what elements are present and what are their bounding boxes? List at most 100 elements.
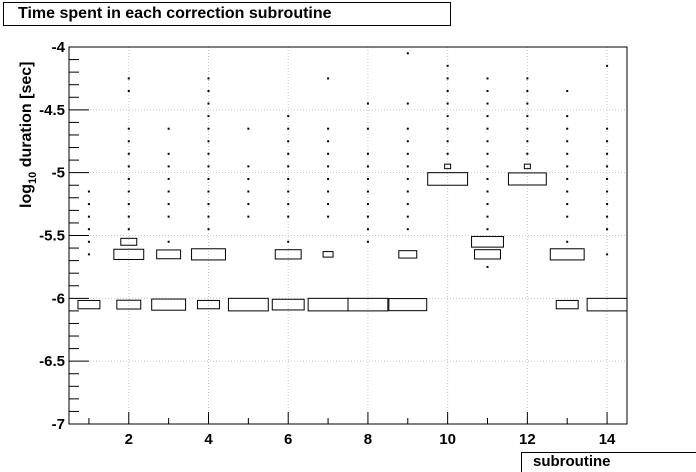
bin-dot	[526, 102, 529, 105]
bin-dot	[207, 190, 210, 193]
x-tick-label: 10	[439, 431, 456, 448]
bin-dot	[406, 102, 409, 105]
y-tick-label: -6	[52, 290, 65, 307]
bin-dot	[406, 177, 409, 180]
bin-box	[191, 248, 226, 261]
bin-dot	[167, 165, 170, 168]
y-axis-title-main: log	[18, 184, 35, 208]
bin-dot	[327, 190, 330, 193]
bin-dot	[366, 228, 369, 231]
bin-dot	[606, 165, 609, 168]
bin-dot	[526, 77, 529, 80]
dots	[87, 52, 609, 268]
bin-dot	[606, 140, 609, 143]
bin-dot	[327, 165, 330, 168]
bin-dot	[327, 127, 330, 130]
bin-box	[523, 163, 531, 170]
bin-dot	[287, 177, 290, 180]
x-tick-label: 2	[125, 431, 133, 448]
boxes	[77, 163, 628, 312]
bin-dot	[207, 152, 210, 155]
bin-dot	[486, 140, 489, 143]
bin-dot	[287, 140, 290, 143]
bin-dot	[287, 152, 290, 155]
bin-dot	[606, 215, 609, 218]
bin-dot	[167, 190, 170, 193]
bin-box	[549, 248, 585, 261]
bin-dot	[87, 190, 90, 193]
bin-dot	[247, 177, 250, 180]
bin-dot	[287, 165, 290, 168]
bin-dot	[366, 240, 369, 243]
bin-dot	[87, 203, 90, 206]
bin-box	[398, 250, 418, 259]
y-tick-label: -7	[52, 416, 65, 433]
bin-dot	[486, 89, 489, 92]
bin-dot	[207, 215, 210, 218]
bin-dot	[446, 140, 449, 143]
bin-dot	[486, 102, 489, 105]
bin-dot	[87, 240, 90, 243]
bin-box	[156, 249, 182, 260]
bin-box	[197, 299, 220, 310]
bin-dot	[406, 165, 409, 168]
x-tick-label: 6	[284, 431, 292, 448]
bin-dot	[287, 190, 290, 193]
bin-dot	[446, 115, 449, 118]
bin-dot	[327, 77, 330, 80]
bin-dot	[406, 203, 409, 206]
bin-box	[151, 298, 187, 311]
bin-dot	[606, 127, 609, 130]
bin-dot	[207, 140, 210, 143]
bin-dot	[207, 228, 210, 231]
bin-dot	[366, 215, 369, 218]
bin-dot	[327, 140, 330, 143]
bin-box	[271, 298, 305, 311]
y-tick-label: -4.5	[39, 102, 65, 119]
bin-box	[388, 298, 428, 312]
bin-dot	[207, 89, 210, 92]
y-tick-label: -5	[52, 165, 65, 182]
bin-dot	[606, 190, 609, 193]
bin-box	[444, 163, 452, 170]
bin-dot	[87, 253, 90, 256]
bin-dot	[446, 64, 449, 67]
bin-dot	[566, 177, 569, 180]
bin-box	[274, 249, 302, 260]
bin-dot	[207, 77, 210, 80]
bin-dot	[566, 115, 569, 118]
bin-dot	[406, 52, 409, 55]
bin-box	[113, 248, 145, 260]
bin-dot	[566, 127, 569, 130]
y-axis-title-rest: duration [sec]	[18, 62, 35, 172]
bin-dot	[327, 177, 330, 180]
bin-dot	[127, 127, 130, 130]
bin-dot	[486, 115, 489, 118]
bin-box	[471, 235, 504, 248]
bin-dot	[207, 115, 210, 118]
bin-dot	[327, 203, 330, 206]
y-axis-title-sub: 10	[27, 172, 39, 184]
bin-dot	[127, 140, 130, 143]
bin-dot	[366, 152, 369, 155]
bin-box	[120, 237, 138, 246]
bin-dot	[127, 177, 130, 180]
bin-dot	[327, 215, 330, 218]
bin-dot	[566, 140, 569, 143]
bin-dot	[606, 152, 609, 155]
bin-dot	[606, 203, 609, 206]
bin-dot	[486, 152, 489, 155]
bin-dot	[606, 64, 609, 67]
bin-dot	[287, 115, 290, 118]
bin-box	[347, 297, 389, 312]
bin-box	[322, 251, 334, 258]
bin-dot	[127, 228, 130, 231]
bin-dot	[127, 152, 130, 155]
bin-dot	[566, 203, 569, 206]
bin-dot	[87, 215, 90, 218]
x-tick-label: 8	[364, 431, 372, 448]
bin-dot	[287, 240, 290, 243]
bin-dot	[406, 190, 409, 193]
bin-dot	[247, 215, 250, 218]
